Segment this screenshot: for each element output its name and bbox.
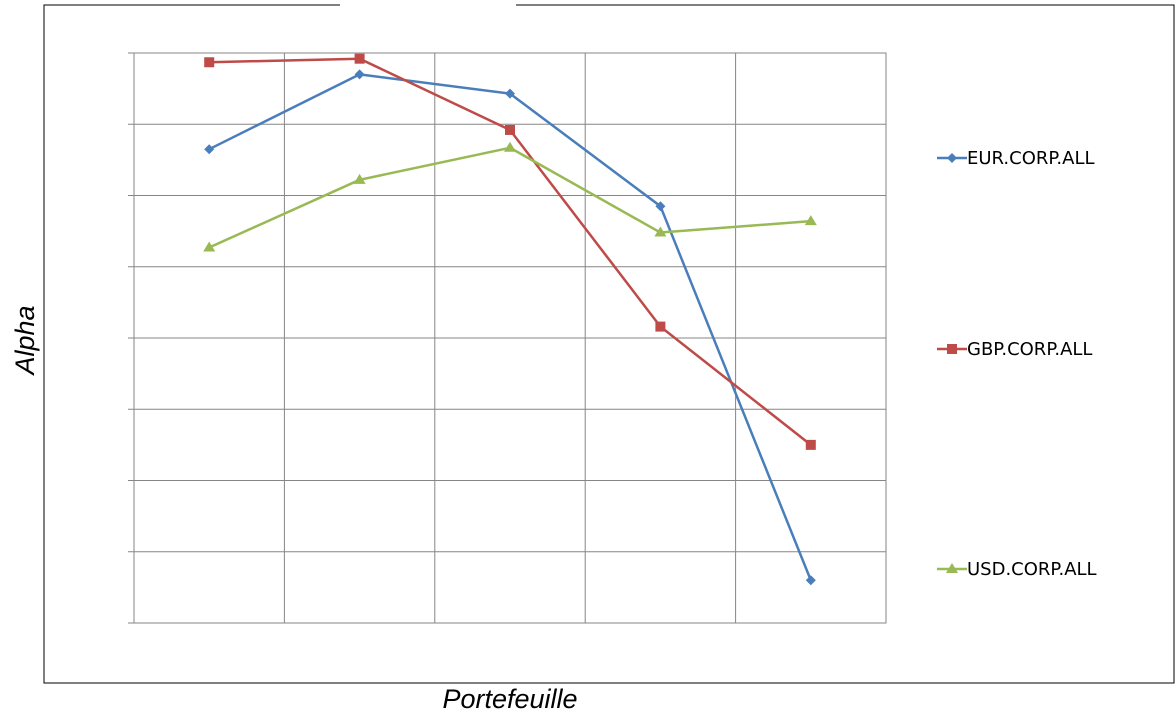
- series-layer: [203, 53, 817, 586]
- legend-marker: [947, 344, 957, 354]
- data-point: [354, 69, 365, 80]
- series-eur-corp-all: [204, 69, 816, 586]
- legend-label: EUR.CORP.ALL: [967, 148, 1095, 169]
- data-point: [655, 201, 666, 212]
- series-usd-corp-all: [203, 141, 817, 252]
- data-point: [805, 439, 816, 450]
- legend: EUR.CORP.ALL GBP.CORP.ALL USD.CORP.ALL: [937, 148, 1097, 580]
- data-point: [505, 124, 515, 135]
- data-point: [804, 215, 817, 226]
- data-point: [805, 575, 816, 586]
- data-point: [203, 241, 216, 252]
- legend-item: USD.CORP.ALL: [937, 559, 1097, 580]
- data-point: [505, 88, 515, 99]
- legend-marker: [947, 153, 957, 163]
- data-point: [204, 57, 215, 68]
- data-point: [353, 173, 366, 184]
- legend-label: USD.CORP.ALL: [967, 559, 1097, 580]
- series-gbp-corp-all: [204, 53, 816, 450]
- legend-label: GBP.CORP.ALL: [967, 339, 1092, 360]
- data-point: [354, 53, 365, 64]
- data-point: [204, 144, 215, 155]
- legend-item: EUR.CORP.ALL: [937, 148, 1095, 169]
- y-axis-title: Alpha: [10, 305, 40, 376]
- legend-item: GBP.CORP.ALL: [937, 339, 1092, 360]
- chart-frame: [43, 4, 1175, 684]
- data-point: [655, 321, 666, 332]
- data-point: [504, 141, 516, 152]
- x-axis-title: Portefeuille: [442, 684, 577, 712]
- legend-marker: [946, 563, 958, 573]
- data-point: [654, 226, 667, 237]
